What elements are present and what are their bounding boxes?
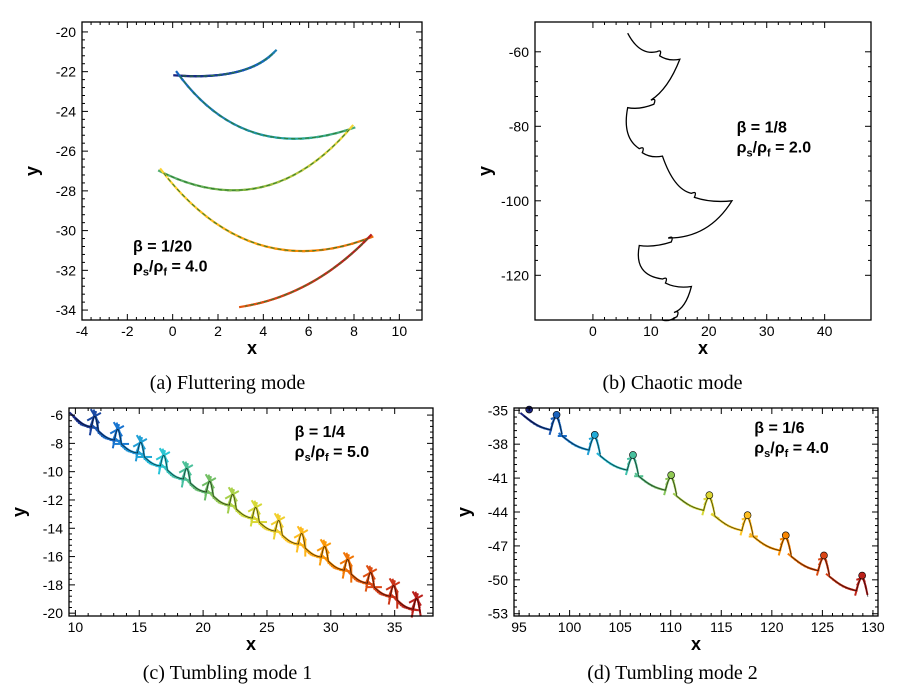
svg-text:-6: -6 [50,407,63,423]
svg-text:0: 0 [589,323,597,339]
svg-text:-22: -22 [55,64,75,80]
svg-text:-18: -18 [42,577,62,593]
svg-text:20: 20 [195,619,211,635]
chart-c: 10 15 20 25 30 35 -20 -18 -16 -14 -12 -10 -8 -6 x y β = … [13,400,443,660]
figure-grid: -4-20246810-34-32-30-28-26-24-22-20xyβ =… [10,10,890,685]
svg-text:30: 30 [758,323,774,339]
svg-text:β = 1/20: β = 1/20 [133,238,192,255]
svg-text:-120: -120 [500,267,528,283]
svg-text:-41: -41 [487,470,507,486]
svg-text:25: 25 [259,619,275,635]
svg-text:y: y [22,166,42,176]
svg-text:β = 1/6: β = 1/6 [754,420,804,437]
svg-text:100: 100 [557,619,581,635]
svg-text:-10: -10 [42,464,62,480]
svg-text:0: 0 [168,323,176,339]
panel-d: 95 100 105 110 115 120 125 130 -53 -50 -47 -44 -41 -3… [455,400,890,685]
caption-a: (a) Fluttering mode [150,372,306,395]
svg-text:95: 95 [511,619,527,635]
svg-text:-12: -12 [42,492,62,508]
svg-text:-16: -16 [42,549,62,565]
svg-text:-2: -2 [121,323,134,339]
svg-text:y: y [475,166,495,176]
svg-text:-47: -47 [487,538,507,554]
svg-text:-26: -26 [55,143,75,159]
chart-a: -4-20246810-34-32-30-28-26-24-22-20xyβ =… [18,10,438,370]
svg-text:-20: -20 [55,24,75,40]
svg-text:6: 6 [304,323,312,339]
svg-text:-60: -60 [508,44,528,60]
panel-c: 10 15 20 25 30 35 -20 -18 -16 -14 -12 -10 -8 -6 x y β = … [10,400,445,685]
svg-text:-53: -53 [487,606,507,622]
chart-d: 95 100 105 110 115 120 125 130 -53 -50 -47 -44 -41 -3… [458,400,888,660]
svg-text:x: x [245,634,255,654]
svg-text:β = 1/4: β = 1/4 [294,424,344,441]
svg-text:-34: -34 [55,302,75,318]
caption-b: (b) Chaotic mode [603,372,743,395]
svg-text:110: 110 [659,619,682,635]
svg-text:10: 10 [67,619,83,635]
svg-text:125: 125 [810,619,834,635]
svg-text:-44: -44 [487,504,507,520]
svg-text:105: 105 [608,619,632,635]
svg-text:-100: -100 [500,193,528,209]
panel-b: 0 10 20 30 40 -120 -100 -80 -60 x y β = 1/8 ρs/ρf = … [455,10,890,395]
svg-text:120: 120 [760,619,784,635]
panel-a: -4-20246810-34-32-30-28-26-24-22-20xyβ =… [10,10,445,395]
svg-text:-24: -24 [55,103,75,119]
svg-text:y: y [13,507,29,517]
svg-text:-4: -4 [75,323,88,339]
svg-text:x: x [690,634,700,654]
svg-text:10: 10 [643,323,659,339]
svg-text:30: 30 [323,619,339,635]
caption-c: (c) Tumbling mode 1 [143,662,312,685]
svg-text:115: 115 [710,619,733,635]
svg-text:-38: -38 [487,436,507,452]
svg-text:8: 8 [350,323,358,339]
svg-text:35: 35 [386,619,402,635]
svg-text:-50: -50 [487,572,507,588]
svg-text:10: 10 [391,323,407,339]
svg-text:ρs/ρf = 2.0: ρs/ρf = 2.0 [736,139,811,159]
svg-text:-35: -35 [487,402,507,418]
caption-d: (d) Tumbling mode 2 [587,662,758,685]
svg-text:y: y [458,507,474,517]
svg-text:ρs/ρf = 5.0: ρs/ρf = 5.0 [294,444,369,464]
svg-text:-8: -8 [50,435,63,451]
svg-text:-14: -14 [42,520,62,536]
svg-text:-32: -32 [55,262,75,278]
svg-text:4: 4 [259,323,267,339]
svg-text:x: x [697,338,707,358]
svg-text:40: 40 [816,323,832,339]
svg-text:-20: -20 [42,605,62,621]
svg-text:15: 15 [131,619,147,635]
svg-text:-28: -28 [55,183,75,199]
svg-text:-80: -80 [508,118,528,134]
svg-text:ρs/ρf = 4.0: ρs/ρf = 4.0 [754,440,829,460]
svg-text:130: 130 [861,619,885,635]
svg-text:2: 2 [214,323,222,339]
svg-text:20: 20 [701,323,717,339]
svg-text:ρs/ρf = 4.0: ρs/ρf = 4.0 [133,258,208,278]
svg-text:x: x [246,338,256,358]
chart-b: 0 10 20 30 40 -120 -100 -80 -60 x y β = 1/8 ρs/ρf = … [463,10,883,370]
svg-text:-30: -30 [55,223,75,239]
svg-text:β = 1/8: β = 1/8 [736,119,786,136]
